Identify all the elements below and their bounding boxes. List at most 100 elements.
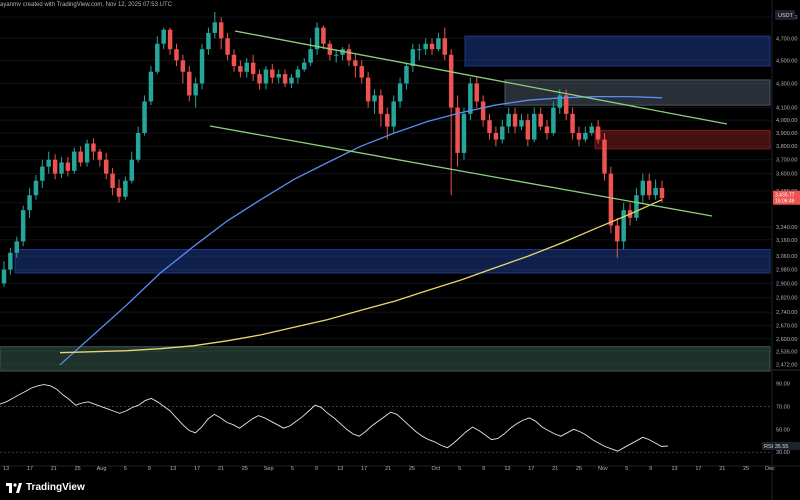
- time-tick-label: 25: [576, 466, 582, 472]
- time-tick-label: 9: [482, 466, 485, 472]
- candle-up: [27, 195, 32, 211]
- candle-up: [372, 95, 377, 102]
- candle-up: [212, 22, 218, 33]
- zone-zone_red: [594, 129, 771, 150]
- time-tick-label: 9: [315, 466, 318, 472]
- candle-down: [365, 77, 371, 102]
- time-tick-label: 13: [337, 466, 343, 472]
- rsi-tag-bg: [762, 441, 800, 450]
- price-tick-label: 2,670.00: [776, 323, 797, 329]
- candle-up: [129, 159, 135, 181]
- currency-badge-bg: [775, 10, 795, 20]
- candle-up: [155, 43, 160, 72]
- rsi-tick-label: 90.00: [776, 381, 790, 387]
- candle-down: [257, 74, 262, 84]
- price-tick-label: 3,700.00: [776, 158, 797, 164]
- candle-down: [103, 159, 109, 174]
- candle-down: [116, 187, 122, 197]
- time-tick-label: 25: [75, 466, 81, 472]
- zone-zone_blue: [464, 35, 771, 67]
- candle-down: [448, 54, 454, 108]
- candle-down: [167, 29, 173, 50]
- candle-up: [583, 133, 588, 140]
- channel-lower-line: [209, 125, 713, 217]
- price-tick-label: 2,900.00: [776, 281, 797, 287]
- time-tick-label: 21: [51, 466, 57, 472]
- channel-upper-line: [234, 30, 728, 125]
- candle-down: [455, 107, 460, 153]
- rsi-tick-label: 70.00: [776, 404, 790, 410]
- candle-down: [480, 101, 486, 121]
- candle-down: [353, 60, 358, 67]
- price-tick-label: 2,535.00: [776, 350, 797, 356]
- candle-down: [595, 126, 601, 140]
- time-tick-label: 21: [218, 466, 224, 472]
- candle-down: [570, 113, 575, 134]
- time-tick-label: 25: [743, 466, 749, 472]
- candle-down: [91, 143, 96, 152]
- time-tick-label: 13: [170, 466, 176, 472]
- candle-up: [14, 241, 20, 253]
- bar-countdown-label: 16:06:49: [775, 199, 795, 205]
- candle-down: [110, 173, 115, 188]
- candle-up: [333, 54, 339, 56]
- candle-down: [512, 113, 518, 127]
- candle-up: [653, 187, 658, 196]
- candle-down: [385, 113, 390, 127]
- candle-up: [314, 27, 320, 50]
- candle-down: [52, 159, 58, 174]
- current-price-label: 3,435.77: [775, 193, 795, 199]
- price-tick-label: 3,160.00: [776, 238, 797, 244]
- candle-down: [442, 38, 448, 55]
- price-tick-label: 3,800.00: [776, 144, 797, 150]
- candle-up: [148, 71, 154, 102]
- price-tick-label: 3,600.00: [776, 172, 797, 178]
- candle-up: [557, 95, 563, 108]
- candle-up: [206, 32, 211, 50]
- candle-up: [244, 62, 249, 72]
- candle-up: [621, 210, 626, 242]
- time-tick-label: 17: [361, 466, 367, 472]
- candle-up: [46, 159, 51, 167]
- candle-up: [263, 69, 269, 84]
- moving-average-ma_blue: [59, 95, 663, 366]
- candle-up: [20, 210, 26, 242]
- time-tick-label: 17: [194, 466, 200, 472]
- rsi-tick-label: 50.00: [776, 427, 790, 433]
- zone-zone_grey: [504, 79, 771, 106]
- time-tick-label: Sep: [264, 466, 274, 472]
- candle-down: [602, 139, 607, 174]
- price-tick-label: 4,500.00: [776, 58, 797, 64]
- candle-up: [40, 166, 45, 181]
- zone-zone_blue: [14, 249, 771, 274]
- price-tick-label: 2,472.00: [776, 362, 797, 368]
- candle-up: [123, 180, 128, 197]
- candle-up: [308, 49, 313, 63]
- candle-up: [531, 113, 537, 140]
- price-tick-label: 2,740.00: [776, 310, 797, 316]
- candle-down: [615, 225, 620, 242]
- candle-up: [84, 143, 90, 163]
- candle-down: [538, 113, 543, 127]
- candle-up: [1, 269, 7, 284]
- moving-average-ma_yellow: [59, 199, 663, 354]
- candle-up: [417, 49, 422, 51]
- candle-up: [551, 107, 556, 134]
- candle-down: [174, 49, 179, 61]
- candle-up: [276, 74, 281, 78]
- candle-up: [634, 195, 639, 218]
- candle-up: [519, 120, 524, 127]
- time-tick-label: 5: [625, 466, 628, 472]
- current-price-tag-bg: [773, 190, 800, 205]
- candle-up: [506, 113, 511, 127]
- candle-up: [391, 101, 396, 127]
- candle-up: [193, 83, 198, 96]
- time-tick-label: 21: [552, 466, 558, 472]
- candle-down: [544, 126, 550, 134]
- price-tick-label: 4,000.00: [776, 118, 797, 124]
- candle-up: [436, 38, 441, 50]
- candle-up: [8, 252, 13, 270]
- time-tick-label: 9: [649, 466, 652, 472]
- time-tick-label: 13: [671, 466, 677, 472]
